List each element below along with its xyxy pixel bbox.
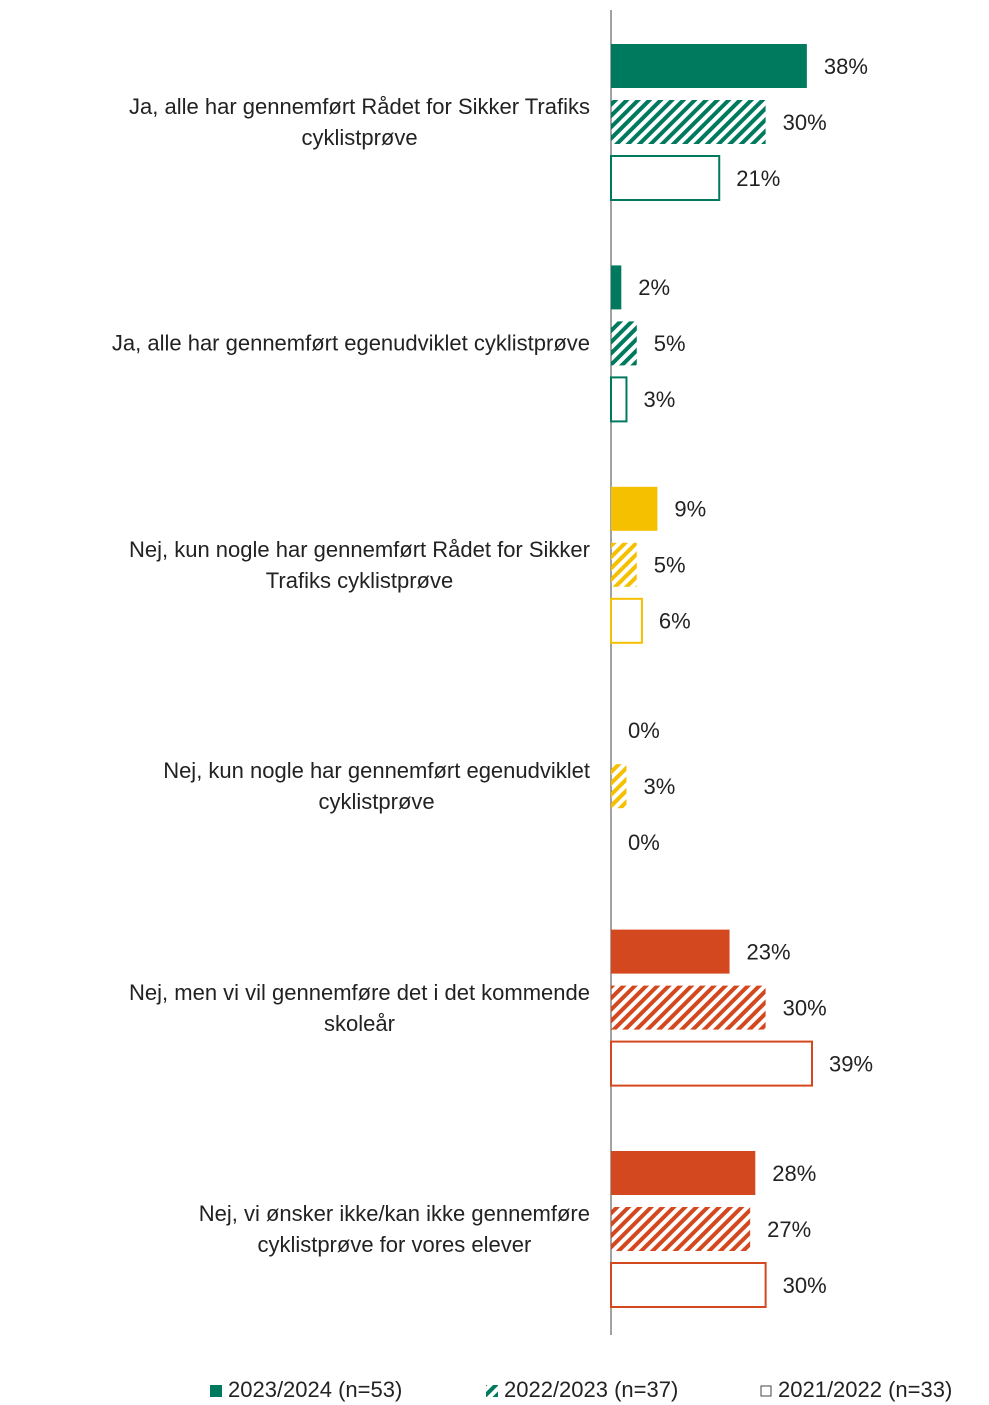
data-label: 27%	[767, 1217, 811, 1242]
legend-label: 2022/2023 (n=37)	[504, 1377, 678, 1402]
bar	[611, 44, 807, 88]
bar	[611, 929, 730, 974]
bar	[611, 265, 622, 310]
data-label: 28%	[772, 1161, 816, 1186]
category-label: Ja, alle har gennemført egenudviklet cyk…	[111, 330, 590, 356]
bar	[610, 376, 628, 423]
category-label: Ja, alle har gennemført Rådet for Sikker…	[129, 94, 590, 150]
bar	[611, 1151, 756, 1195]
bar	[611, 486, 658, 531]
bar	[611, 1207, 751, 1251]
category-label: Nej, men vi vil gennemføre det i det kom…	[129, 979, 590, 1036]
bar	[610, 1040, 813, 1087]
legend-label: 2021/2022 (n=33)	[778, 1377, 952, 1402]
data-label: 38%	[824, 54, 868, 79]
bar	[611, 100, 766, 144]
bar	[611, 764, 627, 809]
category-label: Nej, kun nogle har gennemført egenudvikl…	[163, 758, 590, 815]
legend-marker	[210, 1385, 222, 1397]
bar	[611, 321, 637, 366]
data-label: 6%	[659, 609, 691, 634]
category-label: Nej, kun nogle har gennemført Rådet for …	[128, 536, 590, 593]
bar	[611, 542, 637, 587]
legend-marker	[760, 1385, 772, 1397]
data-label: 21%	[736, 166, 780, 191]
bar	[610, 1262, 767, 1308]
legend-marker	[486, 1385, 498, 1397]
data-label: 3%	[643, 774, 675, 799]
data-label: 30%	[783, 1273, 827, 1298]
data-label: 2%	[638, 275, 670, 300]
data-label: 3%	[643, 387, 675, 412]
data-label: 0%	[628, 830, 660, 855]
data-label: 0%	[628, 718, 660, 743]
data-label: 23%	[747, 939, 791, 964]
data-label: 39%	[829, 1051, 873, 1076]
category-label: Nej, vi ønsker ikke/kan ikke gennemføre …	[198, 1201, 590, 1257]
bar	[611, 985, 766, 1030]
data-label: 9%	[674, 497, 706, 522]
data-label: 30%	[783, 110, 827, 135]
data-label: 30%	[783, 995, 827, 1020]
bar	[610, 155, 721, 201]
bar	[610, 597, 643, 644]
data-label: 5%	[654, 553, 686, 578]
legend-label: 2023/2024 (n=53)	[228, 1377, 402, 1402]
data-label: 5%	[654, 331, 686, 356]
